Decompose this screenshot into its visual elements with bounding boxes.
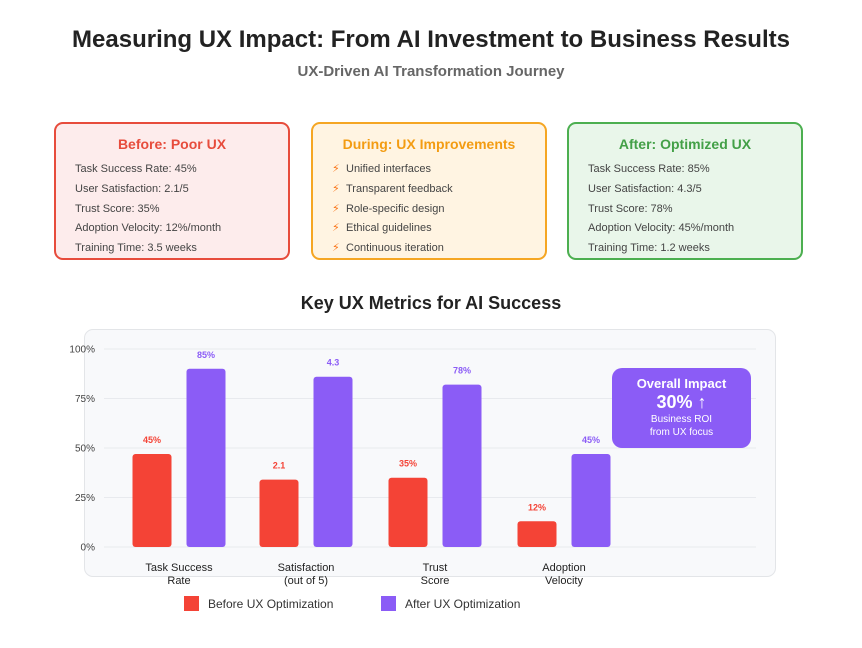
during-card: During: UX Improvements ⚡ Unified interfa… <box>311 122 547 260</box>
after-card-title: After: Optimized UX <box>618 136 752 152</box>
x-tick-label: (out of 5) <box>284 575 328 587</box>
before-metrics-list: Task Success Rate: 45% User Satisfaction… <box>56 160 288 259</box>
data-label: 78% <box>453 366 471 376</box>
data-label: 4.3 <box>327 358 340 368</box>
list-item: Task Success Rate: 45% <box>75 163 197 175</box>
y-tick-label: 50% <box>75 444 95 455</box>
list-item: Adoption Velocity: 45%/month <box>588 222 735 235</box>
bar <box>388 477 428 547</box>
list-item: ⚡ Role-specific design <box>332 200 545 220</box>
list-item: User Satisfaction: 4.3/5 <box>588 182 702 195</box>
list-item-label: Continuous iteration <box>346 242 444 255</box>
list-item: Adoption Velocity: 12%/month <box>75 222 222 235</box>
lightning-icon: ⚡ <box>332 163 340 175</box>
bar <box>259 479 299 547</box>
x-tick-label: Trust <box>423 562 448 574</box>
data-label: 85% <box>197 350 215 360</box>
list-item-label: Ethical guidelines <box>346 222 432 235</box>
list-item: User Satisfaction: 2.1/5 <box>75 182 189 195</box>
impact-value: 30% ↑ <box>656 392 707 412</box>
bar <box>442 384 482 547</box>
y-tick-label: 0% <box>81 543 96 554</box>
after-metrics-list: Task Success Rate: 85% User Satisfaction… <box>569 160 801 259</box>
list-item-label: Unified interfaces <box>346 163 431 175</box>
bar <box>132 453 172 547</box>
legend-swatch-before <box>184 596 199 611</box>
x-tick-label: Velocity <box>545 575 583 587</box>
list-item: Trust Score: 35% <box>75 202 160 215</box>
page-subtitle: UX-Driven AI Transformation Journey <box>297 63 565 80</box>
y-tick-label: 75% <box>75 394 95 405</box>
impact-caption-line2: from UX focus <box>649 427 714 438</box>
lightning-icon: ⚡ <box>332 202 340 215</box>
data-label: 45% <box>143 435 161 445</box>
chart-title: Key UX Metrics for AI Success <box>300 293 562 313</box>
lightning-icon: ⚡ <box>332 222 340 235</box>
y-tick-label: 100% <box>69 345 95 356</box>
list-item: Trust Score: 78% <box>588 202 673 215</box>
x-tick-label: Task Success <box>145 562 213 574</box>
data-label: 2.1 <box>273 461 286 471</box>
page-title: Measuring UX Impact: From AI Investment … <box>72 26 790 53</box>
during-card-title: During: UX Improvements <box>342 136 516 152</box>
list-item: Training Time: 1.2 weeks <box>588 242 710 255</box>
overall-impact-callout: Overall Impact 30% ↑ Business ROI from U… <box>612 368 751 448</box>
legend-label-after: After UX Optimization <box>405 597 521 611</box>
during-improvements-list: ⚡ Unified interfaces ⚡ Transparent feedbac… <box>313 160 545 259</box>
bar <box>313 376 353 547</box>
lightning-icon: ⚡ <box>332 182 340 195</box>
list-item-label: Transparent feedback <box>346 182 453 195</box>
y-tick-label: 25% <box>75 493 95 504</box>
x-tick-label: Rate <box>167 575 190 587</box>
x-tick-label: Score <box>421 575 450 587</box>
x-tick-label: Adoption <box>542 562 585 574</box>
list-item: ⚡ Ethical guidelines <box>332 219 545 239</box>
bar <box>186 368 226 547</box>
list-item: ⚡ Unified interfaces <box>332 160 545 180</box>
legend-swatch-after <box>381 596 396 611</box>
impact-caption-line1: Business ROI <box>650 414 713 425</box>
list-item: Training Time: 3.5 weeks <box>75 242 197 255</box>
list-item: Task Success Rate: 85% <box>588 163 710 175</box>
x-tick-label: Satisfaction <box>278 562 335 574</box>
impact-heading: Overall Impact <box>636 376 727 391</box>
list-item-label: Role-specific design <box>346 202 445 215</box>
data-label: 35% <box>399 459 417 469</box>
bar <box>571 453 611 547</box>
before-card-title: Before: Poor UX <box>117 136 227 152</box>
legend-label-before: Before UX Optimization <box>208 597 334 611</box>
data-label: 12% <box>528 502 546 512</box>
data-label: 45% <box>582 435 600 445</box>
list-item: ⚡ Continuous iteration <box>332 239 545 259</box>
before-card: Before: Poor UX Task Success Rate: 45% U… <box>54 122 290 260</box>
list-item: ⚡ Transparent feedback <box>332 180 545 200</box>
bar <box>517 521 557 547</box>
lightning-icon: ⚡ <box>332 242 340 255</box>
after-card: After: Optimized UX Task Success Rate: 8… <box>567 122 803 260</box>
